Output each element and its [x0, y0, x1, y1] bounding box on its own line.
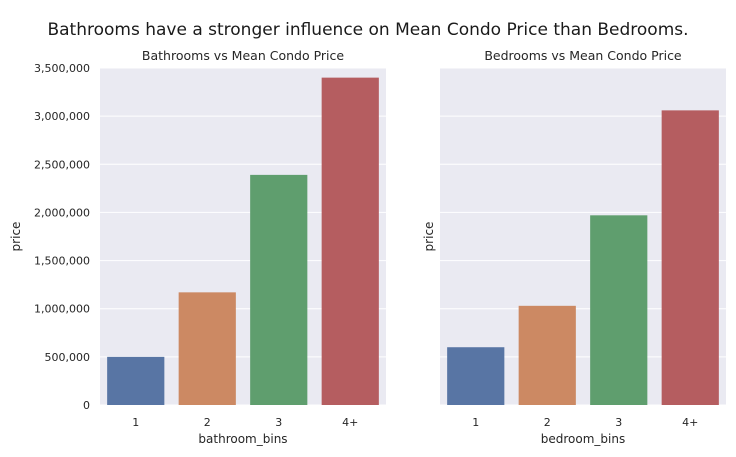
bathroom-xtick-label: 4+: [342, 416, 358, 429]
bathroom-xtick-label: 3: [275, 416, 282, 429]
bathroom-xtick-label: 2: [204, 416, 211, 429]
bathroom-xtick-label: 1: [132, 416, 139, 429]
bedroom-xtick-label: 1: [472, 416, 479, 429]
bathroom-bar-1: [107, 356, 165, 405]
bathroom-ytick-label: 0: [83, 399, 90, 412]
bedroom-bar-1: [447, 347, 505, 405]
bathroom-chart-title: Bathrooms vs Mean Condo Price: [142, 48, 344, 63]
bedroom-xtick-label: 4+: [682, 416, 698, 429]
bedroom-y-axis-label: price: [422, 222, 436, 252]
bathroom-bar-4+: [321, 77, 379, 405]
bathroom-bar-2: [178, 292, 236, 405]
bedroom-bar-2: [518, 305, 576, 405]
figure-title: Bathrooms have a stronger influence on M…: [47, 20, 689, 40]
bathroom-bar-3: [250, 174, 308, 405]
bedroom-xtick-label: 2: [544, 416, 551, 429]
bedroom-xtick-label: 3: [615, 416, 622, 429]
bathroom-ytick-label: 2,000,000: [34, 206, 90, 219]
bathroom-ytick-label: 1,500,000: [34, 255, 90, 268]
bathroom-ytick-label: 3,000,000: [34, 110, 90, 123]
bedroom-x-axis-label: bedroom_bins: [541, 432, 625, 446]
bedroom-chart-title: Bedrooms vs Mean Condo Price: [484, 48, 682, 63]
bathroom-ytick-label: 500,000: [45, 351, 91, 364]
bedroom-bar-4+: [661, 110, 719, 405]
bathroom-x-axis-label: bathroom_bins: [198, 432, 287, 446]
bathroom-ytick-label: 1,000,000: [34, 303, 90, 316]
bathroom-ytick-label: 3,500,000: [34, 62, 90, 75]
bathroom-y-axis-label: price: [9, 222, 23, 252]
bedroom-bar-3: [590, 215, 648, 405]
bathroom-ytick-label: 2,500,000: [34, 158, 90, 171]
